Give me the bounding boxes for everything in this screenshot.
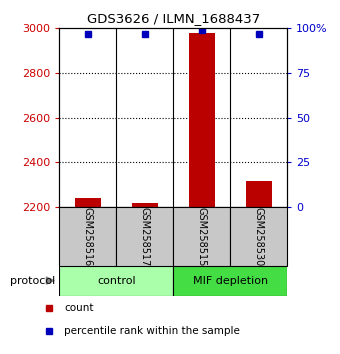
- Bar: [59, 207, 116, 266]
- Bar: [59, 266, 173, 296]
- Text: GSM258530: GSM258530: [254, 207, 264, 266]
- Bar: [246, 181, 272, 207]
- Text: MIF depletion: MIF depletion: [193, 275, 268, 286]
- Bar: [189, 33, 215, 207]
- Bar: [116, 207, 173, 266]
- Bar: [75, 198, 101, 207]
- Text: GSM258515: GSM258515: [197, 207, 207, 266]
- Text: percentile rank within the sample: percentile rank within the sample: [64, 326, 240, 336]
- Text: control: control: [97, 275, 136, 286]
- Text: GSM258517: GSM258517: [140, 207, 150, 266]
- Bar: [173, 266, 287, 296]
- Bar: [132, 202, 158, 207]
- Bar: [231, 207, 287, 266]
- Text: count: count: [64, 303, 94, 314]
- Text: protocol: protocol: [10, 275, 55, 286]
- Text: GSM258516: GSM258516: [83, 207, 93, 266]
- Text: GDS3626 / ILMN_1688437: GDS3626 / ILMN_1688437: [87, 12, 260, 25]
- Bar: [173, 207, 231, 266]
